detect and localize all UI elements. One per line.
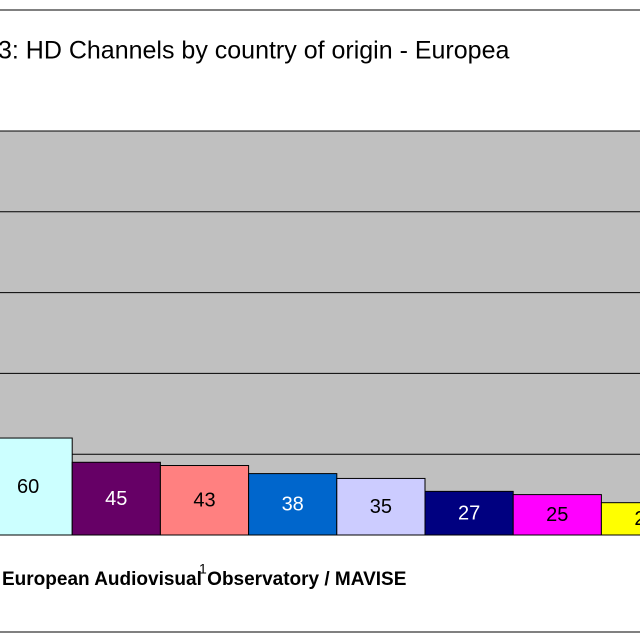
data-label: 25: [546, 504, 568, 526]
data-label: 35: [370, 496, 392, 518]
bar: [512, 494, 602, 536]
bar: [424, 490, 514, 536]
bar: [336, 477, 426, 536]
annotation: 1: [199, 561, 207, 577]
data-label: 38: [282, 494, 304, 516]
source-note: European Audiovisual Observatory / MAVIS…: [2, 569, 406, 590]
data-label: 45: [105, 488, 127, 510]
bar: [0, 437, 73, 536]
data-label: 20: [634, 508, 640, 530]
chart-title: 3: HD Channels by country of origin - Eu…: [0, 37, 509, 65]
bar: [600, 502, 640, 536]
data-label: 60: [17, 476, 39, 498]
plot-area: 60 45 43 38 35 27 25 20: [0, 130, 640, 536]
data-label: 27: [458, 502, 480, 524]
data-label: 43: [193, 490, 215, 512]
